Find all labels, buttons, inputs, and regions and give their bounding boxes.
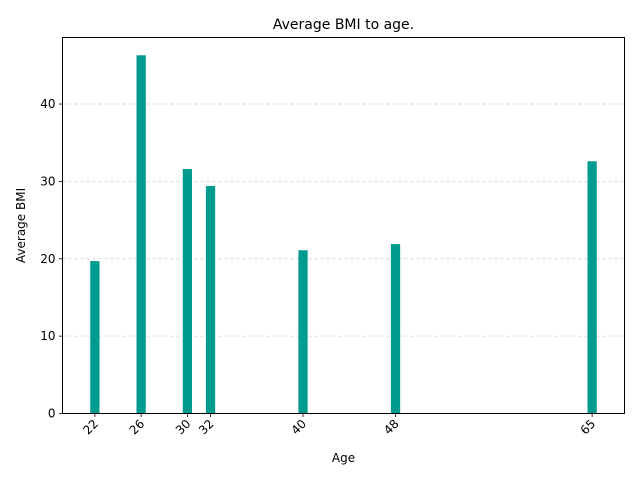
x-axis: 22 26 30 32 40 48 65 xyxy=(80,413,599,438)
x-tick-label: 40 xyxy=(288,417,309,438)
y-tick-label: 10 xyxy=(40,329,55,343)
grid-lines xyxy=(62,103,625,337)
y-axis-label: Average BMI xyxy=(14,188,28,263)
x-tick-label: 26 xyxy=(127,417,148,438)
y-axis: 0 10 20 30 40 xyxy=(40,97,63,421)
bar-age-65 xyxy=(587,161,597,414)
y-tick-label: 0 xyxy=(48,407,56,421)
x-tick-label: 32 xyxy=(196,417,217,438)
x-tick-label: 22 xyxy=(80,417,101,438)
x-tick-label: 48 xyxy=(381,417,402,438)
bars xyxy=(90,55,597,414)
plot-frame xyxy=(62,37,625,414)
x-tick-label: 30 xyxy=(173,417,194,438)
bar-age-48 xyxy=(390,244,401,414)
y-tick-label: 40 xyxy=(40,97,55,111)
bar-age-26 xyxy=(136,55,146,414)
x-tick-label: 65 xyxy=(578,417,599,438)
bar-age-30 xyxy=(182,169,193,414)
bar-age-40 xyxy=(298,250,308,414)
x-axis-label: Age xyxy=(332,451,355,465)
chart-title: Average BMI to age. xyxy=(273,17,414,33)
y-tick-label: 30 xyxy=(40,174,55,188)
bar-age-22 xyxy=(90,261,100,414)
y-tick-label: 20 xyxy=(40,252,55,266)
bar-age-32 xyxy=(205,186,216,414)
